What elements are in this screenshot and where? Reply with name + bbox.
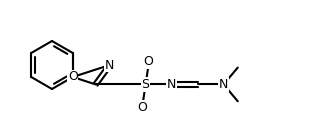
Text: N: N: [219, 78, 228, 91]
Text: O: O: [68, 70, 78, 83]
Text: O: O: [138, 101, 148, 114]
Text: O: O: [144, 55, 153, 68]
Text: S: S: [142, 78, 149, 91]
Text: N: N: [167, 78, 176, 91]
Text: N: N: [105, 58, 115, 72]
